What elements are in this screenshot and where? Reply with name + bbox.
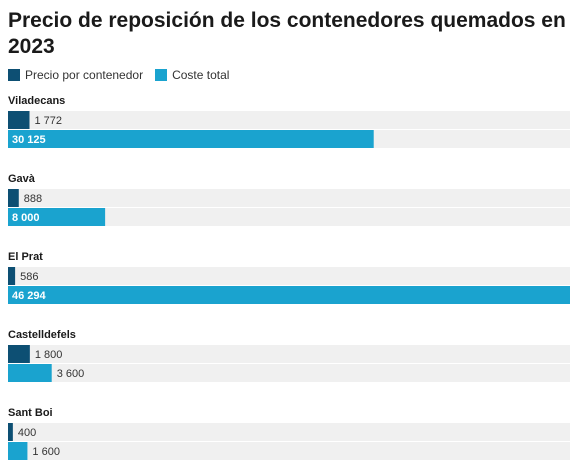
legend-label-coste: Coste total [172, 68, 230, 82]
bar-track [8, 189, 570, 207]
bar-track [8, 208, 570, 226]
data-label-coste: 30 125 [12, 134, 46, 146]
bar-track [8, 111, 570, 129]
bar-track [8, 423, 570, 441]
data-label-coste: 46 294 [12, 290, 47, 302]
category-label-sant-boi: Sant Boi [8, 407, 53, 419]
data-label-coste: 8 000 [12, 212, 40, 224]
legend-swatch-precio [8, 69, 20, 81]
category-label-el-prat: El Prat [8, 251, 43, 263]
bar-track [8, 442, 570, 460]
category-label-gav-: Gavà [8, 173, 36, 185]
bar-precio [8, 111, 30, 129]
data-label-precio: 1 772 [35, 115, 63, 127]
bar-track [8, 267, 570, 285]
legend: Precio por contenedor Coste total [8, 67, 241, 83]
legend-item-precio: Precio por contenedor [8, 68, 143, 82]
bar-precio [8, 423, 13, 441]
legend-label-precio: Precio por contenedor [25, 68, 144, 82]
data-label-precio: 400 [18, 427, 36, 439]
chart-title: Precio de reposición de los contenedores… [8, 9, 566, 58]
bar-coste [8, 208, 106, 226]
category-label-viladecans: Viladecans [8, 95, 65, 107]
legend-swatch-coste [155, 69, 168, 81]
data-label-coste: 3 600 [57, 368, 85, 380]
bar-track [8, 345, 570, 363]
category-label-castelldefels: Castelldefels [8, 329, 76, 341]
bar-precio [8, 267, 16, 285]
bar-precio [8, 345, 30, 363]
legend-item-coste: Coste total [155, 68, 229, 82]
bar-coste [8, 286, 570, 304]
bar-coste [8, 442, 28, 460]
bar-coste [8, 130, 374, 148]
data-label-coste: 1 600 [32, 446, 60, 458]
data-label-precio: 586 [20, 271, 38, 283]
data-label-precio: 888 [24, 193, 42, 205]
bar-coste [8, 364, 52, 382]
data-label-precio: 1 800 [35, 349, 63, 361]
bar-track [8, 364, 570, 382]
bar-precio [8, 189, 19, 207]
